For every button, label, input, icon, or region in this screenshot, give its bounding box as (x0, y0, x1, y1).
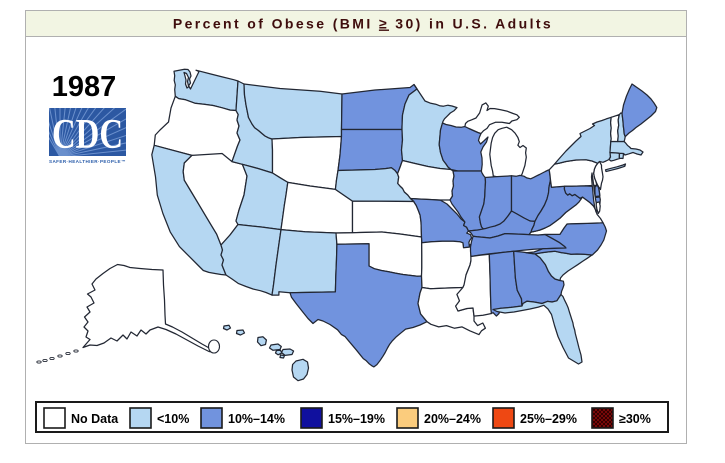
svg-text:25%–29%: 25%–29% (520, 412, 577, 426)
svg-text:SAFER·HEALTHIER·PEOPLE™: SAFER·HEALTHIER·PEOPLE™ (49, 159, 126, 164)
svg-text:1987: 1987 (52, 71, 117, 103)
svg-text:Percent of Obese (BMI ≥ 30) in: Percent of Obese (BMI ≥ 30) in U.S. Adul… (173, 16, 553, 32)
svg-text:10%–14%: 10%–14% (228, 412, 285, 426)
svg-text:<10%: <10% (157, 412, 189, 426)
svg-text:CDC: CDC (52, 112, 123, 158)
svg-text:≥30%: ≥30% (619, 412, 651, 426)
svg-text:No Data: No Data (71, 412, 119, 426)
svg-text:15%–19%: 15%–19% (328, 412, 385, 426)
svg-text:20%–24%: 20%–24% (424, 412, 481, 426)
